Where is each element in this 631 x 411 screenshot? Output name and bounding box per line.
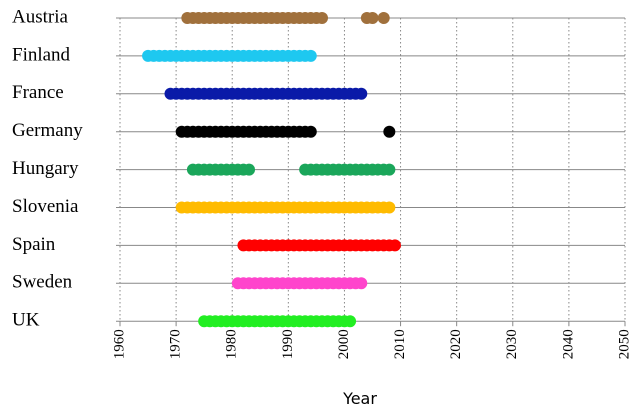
category-label: Slovenia (12, 196, 79, 217)
category-label: Germany (12, 120, 83, 141)
x-tick-label: 1960 (111, 329, 127, 359)
dot (316, 12, 328, 24)
x-tick-label: 1970 (168, 329, 184, 359)
dot (377, 12, 390, 24)
dot (366, 12, 379, 24)
category-label: France (12, 82, 64, 103)
x-tick-label: 2040 (560, 329, 576, 359)
x-tick-label: 2030 (504, 329, 520, 359)
dot (304, 49, 317, 62)
category-label: Finland (12, 44, 71, 65)
x-tick-label: 1980 (224, 329, 240, 359)
dot (388, 239, 401, 252)
x-tick-label: 2000 (336, 329, 352, 359)
dot (304, 125, 317, 138)
x-axis-title: Year (342, 389, 377, 408)
x-tick-label: 2010 (392, 329, 408, 359)
category-label: UK (12, 310, 40, 331)
dot (344, 315, 357, 328)
dot (243, 163, 256, 176)
dot (383, 163, 396, 176)
category-label: Spain (12, 234, 56, 255)
x-tick-label: 2020 (448, 329, 464, 359)
x-tick-label: 2050 (616, 329, 631, 359)
category-label: Hungary (12, 158, 79, 179)
category-label: Austria (12, 6, 69, 27)
dot (355, 277, 368, 290)
dot (383, 201, 396, 214)
x-tick-label: 1990 (280, 329, 296, 359)
category-label: Sweden (12, 272, 73, 293)
dot (355, 87, 368, 100)
dot (383, 125, 396, 138)
